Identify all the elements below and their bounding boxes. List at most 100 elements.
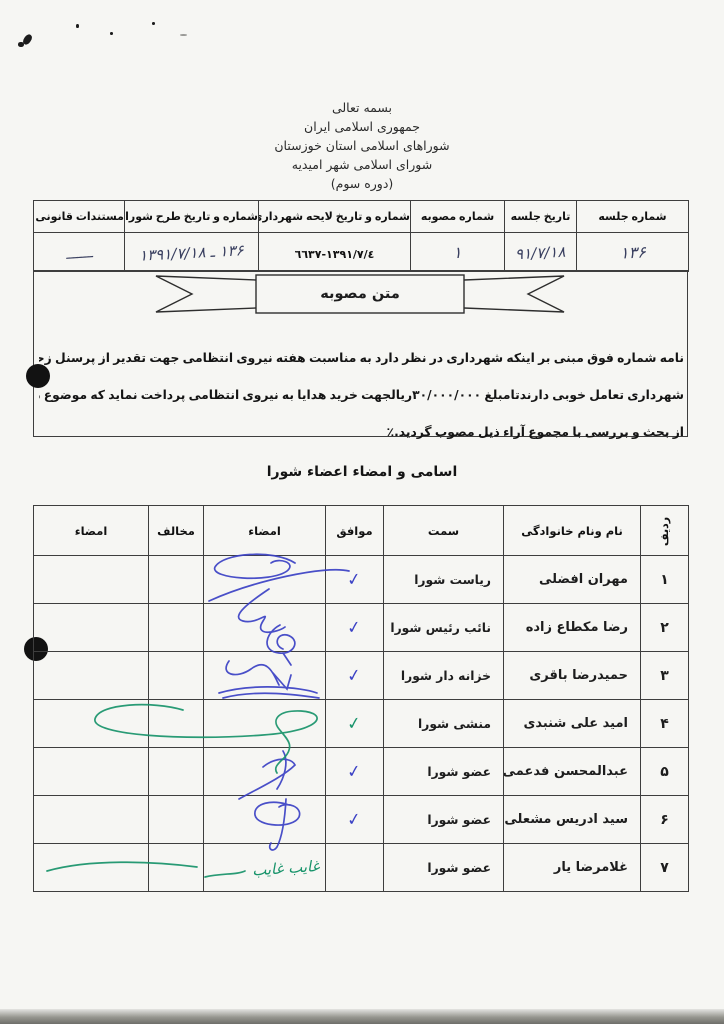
row-number: ۱ (640, 555, 689, 604)
member-role: منشی شورا (383, 699, 504, 748)
printed-bill-number: ١٣٩١/٧/٤-٦٦٣٧ (294, 247, 375, 261)
handwritten-session-date: ۹۱/۷/۱۸ (514, 242, 567, 263)
member-row: ۴ امید علی شنبدی منشی شورا ✓ (33, 699, 689, 748)
ink-speck (76, 24, 79, 28)
value-session-date: ۹۱/۷/۱۸ (504, 232, 577, 272)
signature-cell (203, 651, 326, 700)
oppose-signature-cell (33, 843, 149, 892)
oppose-cell (148, 843, 204, 892)
handwritten-dash: ـــــــ (65, 245, 93, 263)
oppose-signature-cell (33, 555, 149, 604)
ribbon-shape (155, 274, 565, 314)
member-row: ۵ عبدالمحسن فدعمی عضو شورا ✓ (33, 747, 689, 796)
agree-mark-cell: ✓ (325, 651, 384, 700)
value-resolution-no: ۱ (410, 232, 505, 272)
scan-edge-shadow (0, 1009, 724, 1024)
letterhead-city-council: شورای اسلامی شهر امیدیه (291, 157, 433, 172)
ink-speck (110, 32, 113, 35)
header-municipality-bill: شماره و تاریخ لایحه شهرداری (258, 200, 411, 233)
header-signature-agree: امضاء (203, 505, 326, 556)
ink-speck (152, 22, 155, 25)
resolution-paragraph: نامه شماره فوق مبنی بر اینکه شهرداری در … (39, 340, 684, 451)
check-mark: ✓ (346, 808, 363, 831)
signature-cell (203, 699, 326, 748)
oppose-signature-cell (33, 699, 149, 748)
member-row: ۳ حمیدرضا باقری خزانه دار شورا ✓ (33, 651, 689, 700)
ink-speck (18, 42, 24, 47)
resolution-line: از بحث و بررسی با مجموع آراء ذیل مصوب گر… (386, 425, 684, 439)
header-position: سمت (383, 505, 504, 556)
agree-mark-cell: ✓ (325, 699, 384, 748)
members-header-row: ردیف نام ونام خانوادگی سمت موافق امضاء م… (33, 505, 689, 556)
member-name: رضا مکطاع زاده (503, 603, 641, 652)
member-name: حمیدرضا باقری (503, 651, 641, 700)
header-full-name: نام ونام خانوادگی (503, 505, 641, 556)
check-mark: ✓ (346, 760, 363, 783)
header-legal-docs: مستندات قانونی مصوبه (33, 200, 125, 233)
header-council-plan: شماره و تاریخ طرح شورای اسلامی (124, 200, 259, 233)
letterhead-country: جمهوری اسلامی ایران (304, 119, 420, 134)
row-number: ۷ (640, 843, 689, 892)
member-name: عبدالمحسن فدعمی (503, 747, 641, 796)
check-mark: ✓ (346, 664, 363, 687)
absent-note: غایب غایب (251, 856, 320, 880)
member-row: ۷ غلامرضا یار عضو شورا غایب غایب (33, 843, 689, 892)
agree-mark-cell (325, 843, 384, 892)
member-name: امید علی شنبدی (503, 699, 641, 748)
header-row-number: ردیف (640, 505, 689, 556)
signature-cell: غایب غایب (203, 843, 326, 892)
oppose-cell (148, 651, 204, 700)
letterhead-bismillah: بسمه تعالی (331, 100, 393, 115)
agree-mark-cell: ✓ (325, 555, 384, 604)
oppose-cell (148, 555, 204, 604)
signature-cell (203, 747, 326, 796)
value-municipality-bill: ١٣٩١/٧/٤-٦٦٣٧ (258, 232, 411, 272)
check-mark: ✓ (346, 712, 363, 735)
member-role: نائب رئیس شورا (383, 603, 504, 652)
member-row: ۲ رضا مکطاع زاده نائب رئیس شورا ✓ (33, 603, 689, 652)
oppose-signature-cell (33, 651, 149, 700)
hole-punch-dot (26, 364, 50, 388)
signature-cell (203, 795, 326, 844)
member-role: ریاست شورا (383, 555, 504, 604)
member-name: مهران افضلی (503, 555, 641, 604)
resolution-ribbon: متن مصوبه (152, 274, 568, 314)
letterhead: بسمه تعالی جمهوری اسلامی ایران شوراهای ا… (0, 98, 724, 193)
member-role: خزانه دار شورا (383, 651, 504, 700)
row-number: ۴ (640, 699, 689, 748)
letterhead-term: (دوره سوم) (330, 176, 394, 191)
member-name: سید ادریس مشعلی (503, 795, 641, 844)
member-role: عضو شورا (383, 747, 504, 796)
letterhead-province-councils: شوراهای اسلامی استان خوزستان (274, 138, 450, 153)
meta-value-row: ۱۳۶ ۹۱/۷/۱۸ ۱ ١٣٩١/٧/٤-٦٦٣٧ ۱۳۹۱/۷/۱۸ ـ … (33, 232, 689, 272)
header-oppose: مخالف (148, 505, 204, 556)
handwritten-resolution-no: ۱ (452, 242, 463, 262)
signature-cell (203, 603, 326, 652)
oppose-signature-cell (33, 795, 149, 844)
oppose-cell (148, 795, 204, 844)
header-signature-oppose: امضاء (33, 505, 149, 556)
row-number: ۲ (640, 603, 689, 652)
row-number: ۵ (640, 747, 689, 796)
members-signature-table: ردیف نام ونام خانوادگی سمت موافق امضاء م… (33, 505, 689, 892)
member-role: عضو شورا (383, 795, 504, 844)
agree-mark-cell: ✓ (325, 747, 384, 796)
resolution-meta-table: شماره جلسه تاریخ جلسه شماره مصوبه شماره … (33, 200, 689, 272)
resolution-text-box (33, 270, 688, 437)
oppose-cell (148, 699, 204, 748)
members-section-title: اسامی و امضاء اعضاء شورا (266, 464, 458, 480)
member-row: ۱ مهران افضلی ریاست شورا ✓ (33, 555, 689, 604)
oppose-cell (148, 747, 204, 796)
agree-mark-cell: ✓ (325, 603, 384, 652)
oppose-signature-cell (33, 747, 149, 796)
member-name: غلامرضا یار (503, 843, 641, 892)
resolution-line: شهرداری تعامل خوبی دارندتامبلغ ۳۰/۰۰۰/۰۰… (39, 388, 684, 402)
value-council-plan: ۱۳۹۱/۷/۱۸ ـ ۱۳۶ (124, 232, 259, 272)
header-resolution-no: شماره مصوبه (410, 200, 505, 233)
member-role: عضو شورا (383, 843, 504, 892)
oppose-cell (148, 603, 204, 652)
rotated-radif-label: ردیف (658, 516, 671, 546)
resolution-line: نامه شماره فوق مبنی بر اینکه شهرداری در … (39, 351, 684, 365)
handwritten-plan-number: ۱۳۹۱/۷/۱۸ ـ ۱۳۶ (138, 240, 245, 265)
